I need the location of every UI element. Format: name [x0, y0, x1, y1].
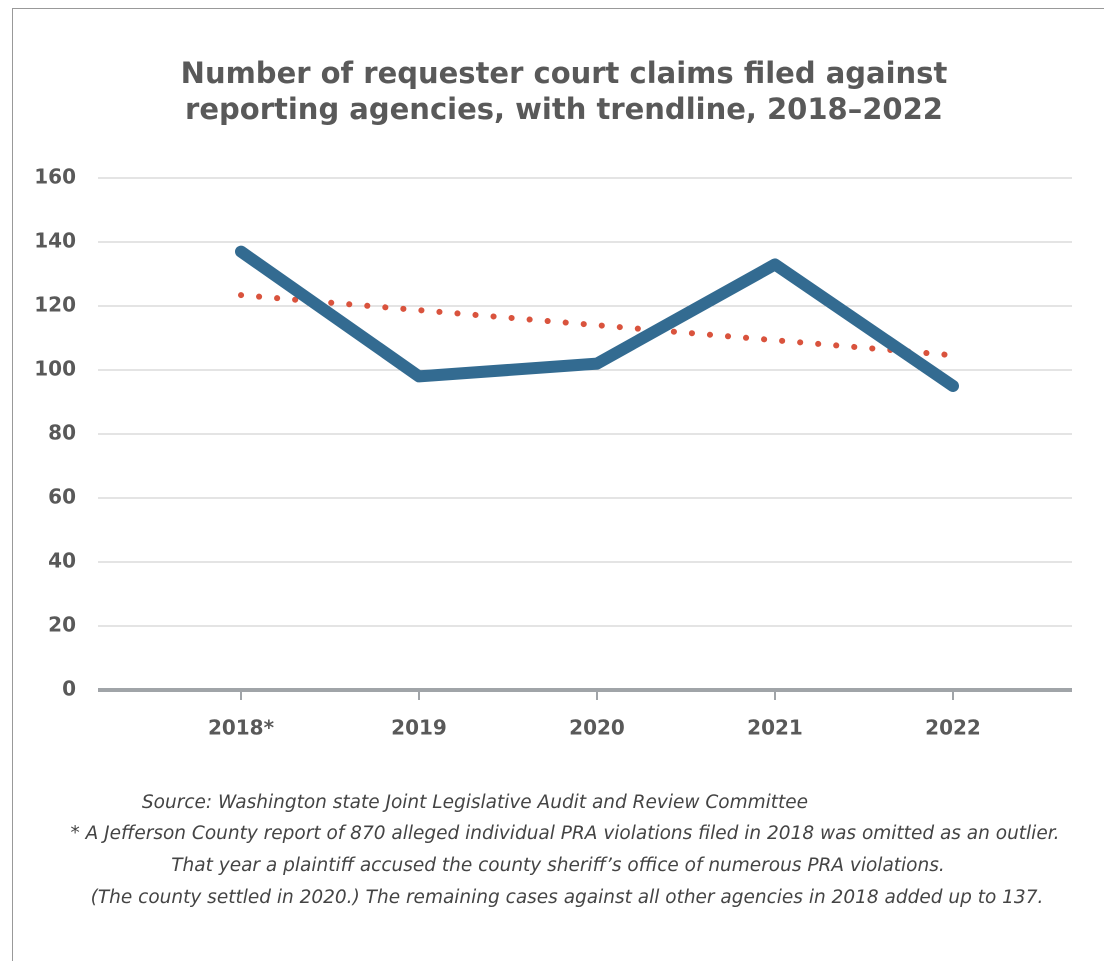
- x-tick-label: 2022: [925, 716, 981, 740]
- y-tick-label: 120: [34, 293, 76, 317]
- y-tick-label: 160: [34, 165, 76, 189]
- y-tick-label: 140: [34, 229, 76, 253]
- x-tick-label: 2019: [391, 716, 447, 740]
- y-tick-label: 80: [48, 421, 76, 445]
- y-tick-label: 60: [48, 485, 76, 509]
- footnote: (The county settled in 2020.) The remain…: [91, 887, 1044, 908]
- y-tick-label: 100: [34, 357, 76, 381]
- footnote: That year a plaintiff accused the county…: [171, 855, 945, 876]
- y-tick-label: 0: [62, 677, 76, 701]
- trendline: [238, 292, 956, 359]
- frame: [12, 8, 1104, 961]
- chart-title: Number of requester court claims filed a…: [181, 56, 948, 90]
- x-tick-label: 2021: [747, 716, 803, 740]
- y-tick-label: 20: [48, 613, 76, 637]
- chart-title: reporting agencies, with trendline, 2018…: [185, 92, 943, 126]
- x-tick-label: 2018*: [208, 716, 275, 740]
- x-tick-label: 2020: [569, 716, 625, 740]
- data-line: [235, 245, 959, 392]
- footnote: Source: Washington state Joint Legislati…: [142, 792, 808, 813]
- footnote: * A Jefferson County report of 870 alleg…: [71, 823, 1060, 844]
- y-tick-label: 40: [48, 549, 76, 573]
